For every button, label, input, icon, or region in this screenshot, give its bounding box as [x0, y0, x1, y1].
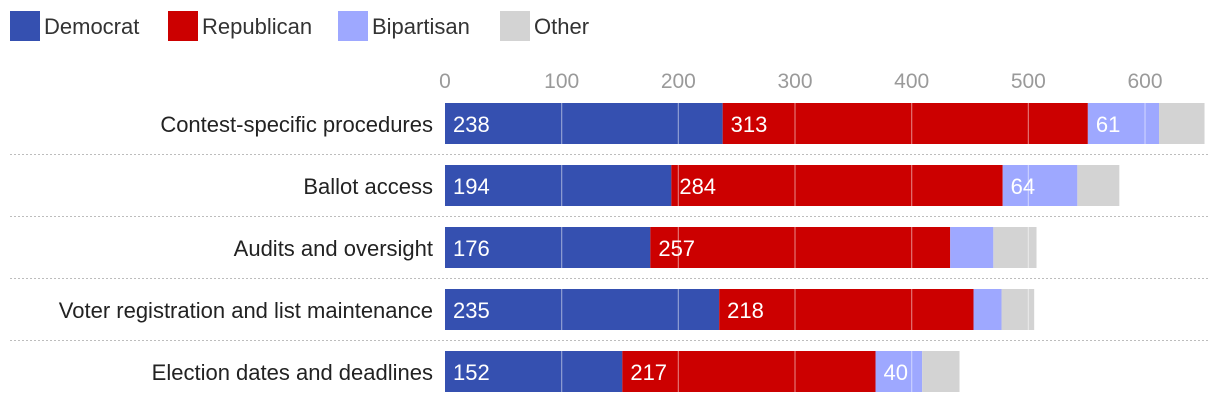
value-label: 194 — [453, 174, 490, 199]
bar-democrat-voter-registration-and-list-maintenance — [445, 289, 720, 330]
bar-other-voter-registration-and-list-maintenance — [1001, 289, 1035, 330]
x-tick-label: 200 — [661, 70, 696, 93]
bar-other-election-dates-and-deadlines — [922, 351, 960, 392]
x-tick-label: 600 — [1127, 70, 1162, 93]
legend: Democrat Republican Bipartisan Other — [10, 11, 589, 41]
category-label-contest-specific-procedures: Contest-specific procedures — [160, 112, 433, 137]
value-label: 313 — [731, 112, 768, 137]
value-label: 217 — [630, 360, 667, 385]
bar-other-audits-and-oversight — [993, 227, 1037, 268]
bar-republican-contest-specific-procedures — [722, 103, 1088, 144]
gridlines — [561, 97, 1146, 400]
value-label: 218 — [727, 298, 764, 323]
value-label: 152 — [453, 360, 490, 385]
value-labels: 238 313 61 194 284 64 176 257 235 218 152 217 40 — [453, 112, 1120, 385]
bar-democrat-contest-specific-procedures — [445, 103, 723, 144]
value-label: 284 — [679, 174, 716, 199]
bar-republican-voter-registration-and-list-maintenance — [719, 289, 974, 330]
legend-swatch-republican — [168, 11, 198, 41]
bar-bipartisan-election-dates-and-deadlines — [875, 351, 923, 392]
bar-republican-election-dates-and-deadlines — [622, 351, 876, 392]
bar-other-ballot-access — [1077, 165, 1120, 206]
bar-democrat-election-dates-and-deadlines — [445, 351, 623, 392]
row-separators — [10, 154, 1210, 341]
legend-swatch-democrat — [10, 11, 40, 41]
category-labels: Contest-specific procedures Ballot access… — [59, 112, 433, 385]
x-tick-label: 100 — [544, 70, 579, 93]
bar-bipartisan-ballot-access — [1002, 165, 1078, 206]
value-label: 64 — [1011, 174, 1035, 199]
bars — [445, 103, 1205, 392]
category-label-audits-and-oversight: Audits and oversight — [234, 236, 433, 261]
legend-label-democrat: Democrat — [44, 14, 139, 39]
bar-republican-ballot-access — [671, 165, 1003, 206]
legend-swatch-other — [500, 11, 530, 41]
x-axis-ticks: 0 100 200 300 400 500 600 — [439, 70, 1162, 93]
bar-democrat-ballot-access — [445, 165, 672, 206]
bar-republican-audits-and-oversight — [650, 227, 951, 268]
bar-bipartisan-voter-registration-and-list-maintenance — [973, 289, 1002, 330]
value-label: 238 — [453, 112, 490, 137]
category-label-voter-registration-and-list-maintenance: Voter registration and list maintenance — [59, 298, 433, 323]
bar-democrat-audits-and-oversight — [445, 227, 651, 268]
x-tick-label: 0 — [439, 70, 451, 93]
legend-label-republican: Republican — [202, 14, 312, 39]
legend-swatch-bipartisan — [338, 11, 368, 41]
x-tick-label: 300 — [777, 70, 812, 93]
legend-label-other: Other — [534, 14, 589, 39]
value-label: 61 — [1096, 112, 1120, 137]
category-label-ballot-access: Ballot access — [303, 174, 433, 199]
x-tick-label: 400 — [894, 70, 929, 93]
x-tick-label: 500 — [1011, 70, 1046, 93]
bar-bipartisan-contest-specific-procedures — [1087, 103, 1160, 144]
value-label: 257 — [658, 236, 695, 261]
value-label: 235 — [453, 298, 490, 323]
legend-label-bipartisan: Bipartisan — [372, 14, 470, 39]
value-label: 176 — [453, 236, 490, 261]
category-label-election-dates-and-deadlines: Election dates and deadlines — [152, 360, 433, 385]
bar-other-contest-specific-procedures — [1159, 103, 1205, 144]
value-label: 40 — [884, 360, 908, 385]
bar-bipartisan-audits-and-oversight — [950, 227, 994, 268]
